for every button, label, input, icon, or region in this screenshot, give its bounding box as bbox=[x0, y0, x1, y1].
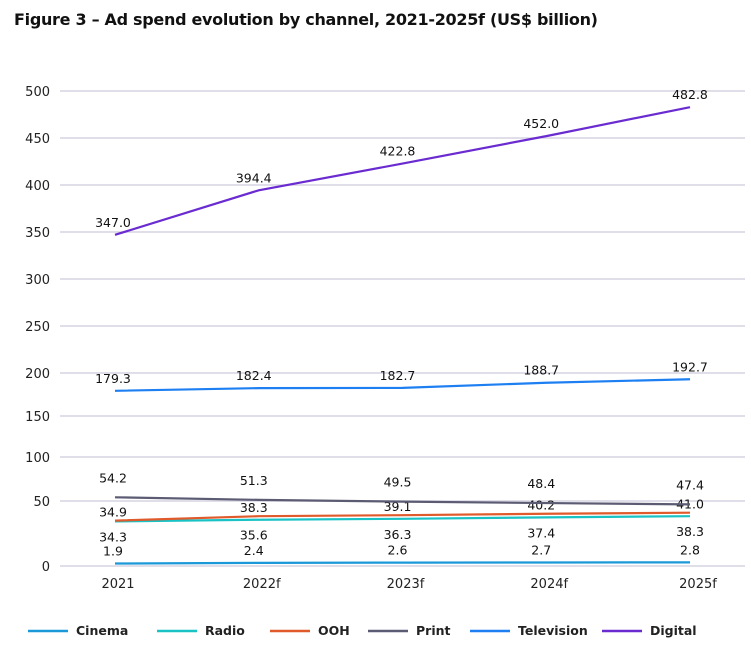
data-label-radio: 34.3 bbox=[99, 529, 127, 544]
series-line-ooh bbox=[114, 511, 691, 522]
data-label-digital: 482.8 bbox=[672, 87, 708, 102]
data-label-digital: 394.4 bbox=[236, 170, 272, 185]
x-tick-label: 2025f bbox=[679, 577, 717, 592]
legend-label-print: Print bbox=[416, 623, 451, 638]
legend-label-cinema: Cinema bbox=[76, 623, 128, 638]
legend-label-ooh: OOH bbox=[318, 623, 350, 638]
data-label-television: 179.3 bbox=[95, 371, 131, 386]
x-tick-label: 2021 bbox=[101, 577, 134, 592]
data-label-television: 182.4 bbox=[236, 368, 272, 383]
data-label-print: 54.2 bbox=[99, 470, 127, 485]
y-tick-label: 400 bbox=[25, 179, 50, 194]
data-label-cinema: 2.6 bbox=[388, 543, 408, 558]
series-line-digital bbox=[114, 106, 691, 236]
data-label-ooh: 38.3 bbox=[240, 500, 268, 515]
data-label-television: 182.7 bbox=[380, 368, 416, 383]
y-tick-label: 250 bbox=[25, 320, 50, 335]
data-label-radio: 37.4 bbox=[527, 525, 555, 540]
data-label-print: 48.4 bbox=[527, 476, 555, 491]
data-label-ooh: 40.2 bbox=[527, 498, 555, 513]
data-label-print: 49.5 bbox=[384, 475, 412, 490]
y-tick-label: 150 bbox=[25, 410, 50, 425]
data-label-digital: 422.8 bbox=[380, 144, 416, 159]
x-tick-label: 2023f bbox=[387, 577, 425, 592]
y-tick-label: 50 bbox=[33, 495, 50, 510]
data-label-cinema: 2.8 bbox=[680, 542, 700, 557]
x-tick-label: 2022f bbox=[243, 577, 281, 592]
series-line-cinema bbox=[114, 561, 691, 565]
data-label-television: 192.7 bbox=[672, 359, 708, 374]
data-label-radio: 35.6 bbox=[240, 528, 268, 543]
series-line-radio bbox=[114, 515, 691, 523]
data-label-cinema: 2.7 bbox=[531, 542, 551, 557]
y-tick-label: 200 bbox=[25, 367, 50, 382]
legend-label-digital: Digital bbox=[650, 623, 697, 638]
chart-title: Figure 3 – Ad spend evolution by channel… bbox=[14, 10, 598, 29]
series-line-print bbox=[114, 496, 691, 506]
x-tick-label: 2024f bbox=[530, 577, 568, 592]
data-label-radio: 36.3 bbox=[384, 527, 412, 542]
data-label-radio: 38.3 bbox=[676, 524, 704, 539]
y-tick-label: 0 bbox=[42, 560, 50, 575]
y-tick-label: 500 bbox=[25, 85, 50, 100]
y-tick-label: 100 bbox=[25, 451, 50, 466]
data-label-print: 51.3 bbox=[240, 473, 268, 488]
legend-label-radio: Radio bbox=[205, 623, 245, 638]
data-label-cinema: 1.9 bbox=[103, 544, 123, 559]
y-tick-label: 300 bbox=[25, 273, 50, 288]
data-label-ooh: 39.1 bbox=[384, 499, 412, 514]
data-label-ooh: 34.9 bbox=[99, 505, 127, 520]
data-label-digital: 347.0 bbox=[95, 215, 131, 230]
series-line-television bbox=[114, 378, 691, 392]
y-tick-label: 450 bbox=[25, 132, 50, 147]
data-label-cinema: 2.4 bbox=[244, 543, 264, 558]
data-label-print: 47.4 bbox=[676, 477, 704, 492]
data-label-digital: 452.0 bbox=[523, 116, 559, 131]
data-label-television: 188.7 bbox=[523, 363, 559, 378]
legend-label-television: Television bbox=[518, 623, 588, 638]
data-label-ooh: 41.0 bbox=[676, 497, 704, 512]
y-tick-label: 350 bbox=[25, 226, 50, 241]
